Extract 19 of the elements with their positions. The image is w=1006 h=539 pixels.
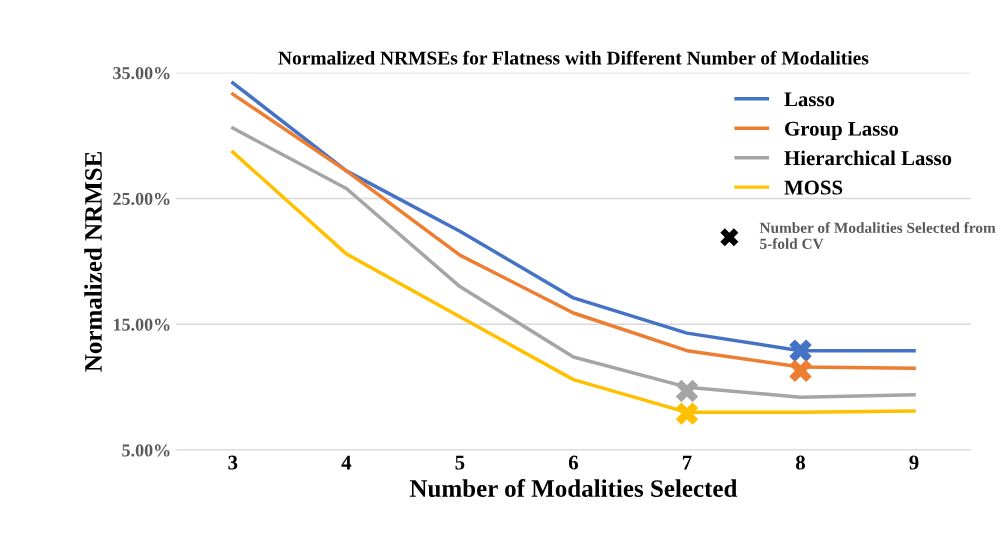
- x-tick-label: 5: [455, 455, 465, 470]
- y-tick-label: 5.00%: [122, 444, 170, 457]
- chart-title: Normalized NRMSEs for Flatness with Different Number of Modalities: [278, 50, 869, 65]
- x-tick-label: 9: [909, 455, 919, 470]
- y-tick-label: 25.00%: [113, 192, 170, 206]
- legend-label: Group Lasso: [785, 121, 899, 140]
- x-tick-label: 4: [341, 455, 352, 470]
- x-axis-title: Number of Modalities Selected: [409, 479, 738, 498]
- legend-label: MOSS: [784, 180, 843, 195]
- y-tick-label: 15.00%: [113, 318, 170, 331]
- legend-label: Lasso: [784, 92, 835, 107]
- x-tick-label: 6: [568, 455, 579, 470]
- annotation: Number of Modalities Selected from 5-fold CV: [759, 222, 996, 250]
- legend-label: Hierarchical Lasso: [784, 150, 952, 166]
- y-axis-title: Normalized NRMSE: [84, 151, 102, 372]
- y-tick-label: 35.00%: [113, 67, 170, 80]
- x-tick-label: 3: [228, 455, 238, 470]
- x-tick-label: 8: [795, 455, 806, 470]
- x-tick-label: 7: [682, 455, 692, 470]
